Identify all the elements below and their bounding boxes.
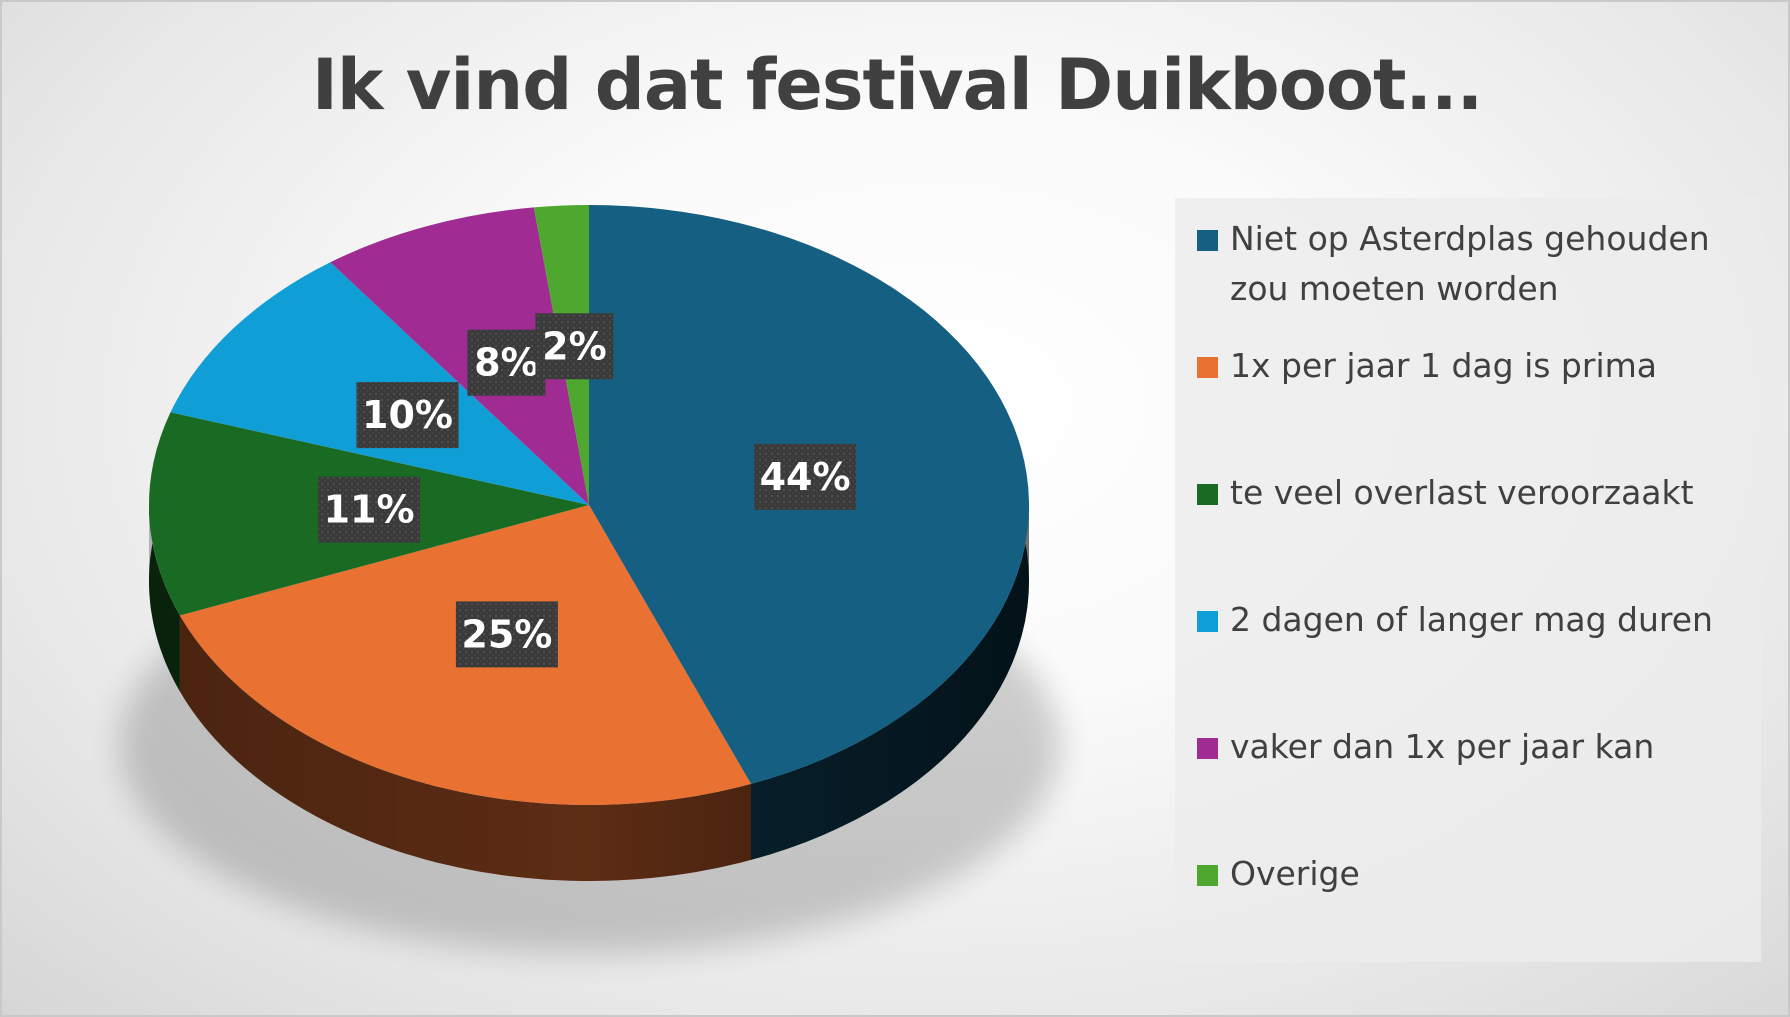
legend-item-overige: Overige <box>1197 849 1741 899</box>
data-label-1x-per-jaar-1-dag-is-prima: 25% <box>455 601 558 668</box>
data-label-text: 44% <box>760 455 851 499</box>
slice-vaker-dan-1x-per-jaar-kan[interactable] <box>330 207 589 505</box>
legend-label: vaker dan 1x per jaar kan <box>1230 727 1655 766</box>
legend-label: 2 dagen of langer mag duren <box>1230 600 1713 639</box>
legend-swatch <box>1197 357 1218 378</box>
legend-item-niet-op-asterdplas-gehouden-zou-moeten-worden: Niet op Asterdplas gehouden zou moeten w… <box>1197 214 1741 314</box>
legend-swatch <box>1197 738 1218 759</box>
legend-item-te-veel-overlast-veroorzaakt: te veel overlast veroorzaakt <box>1197 468 1741 518</box>
legend-swatch <box>1197 611 1218 632</box>
data-label-text: 11% <box>324 488 415 532</box>
data-label-box <box>455 601 558 668</box>
pie-data-labels: 44% 25% 11% 10% 8% 2% <box>318 313 857 668</box>
data-label-overige: 2% <box>535 313 614 380</box>
data-label-niet-op-asterdplas-gehouden-zou-moeten-worden: 44% <box>754 443 857 510</box>
legend-swatch <box>1197 484 1218 505</box>
chart-title: Ik vind dat festival Duikboot... <box>311 44 1483 126</box>
legend-label: Overige <box>1230 854 1360 893</box>
pie-sides <box>149 505 1029 881</box>
data-label-box <box>318 476 421 543</box>
legend-label: 1x per jaar 1 dag is prima <box>1230 346 1657 385</box>
data-label-box <box>467 329 546 396</box>
legend-label: Niet op Asterdplas gehouden zou moeten w… <box>1230 219 1710 308</box>
legend-item-vaker-dan-1x-per-jaar-kan: vaker dan 1x per jaar kan <box>1197 722 1741 772</box>
pie-side-shading <box>149 505 1029 881</box>
legend-swatch <box>1197 230 1218 251</box>
legend-label: te veel overlast veroorzaakt <box>1230 473 1694 512</box>
data-label-box <box>754 443 857 510</box>
data-label-box <box>356 382 459 449</box>
legend-item-2-dagen-of-langer-mag-duren: 2 dagen of langer mag duren <box>1197 595 1741 645</box>
pie-tops <box>149 205 1029 805</box>
data-label-text: 2% <box>542 324 607 368</box>
data-label-2-dagen-of-langer-mag-duren: 10% <box>356 382 459 449</box>
legend-item-1x-per-jaar-1-dag-is-prima: 1x per jaar 1 dag is prima <box>1197 341 1741 391</box>
data-label-te-veel-overlast-veroorzaakt: 11% <box>318 476 421 543</box>
data-label-text: 8% <box>474 341 539 385</box>
data-label-vaker-dan-1x-per-jaar-kan: 8% <box>467 329 546 396</box>
data-label-text: 25% <box>461 612 552 656</box>
legend: Niet op Asterdplas gehouden zou moeten w… <box>1175 198 1761 962</box>
legend-swatch <box>1197 865 1218 886</box>
data-label-text: 10% <box>362 393 453 437</box>
data-label-box <box>535 313 614 380</box>
